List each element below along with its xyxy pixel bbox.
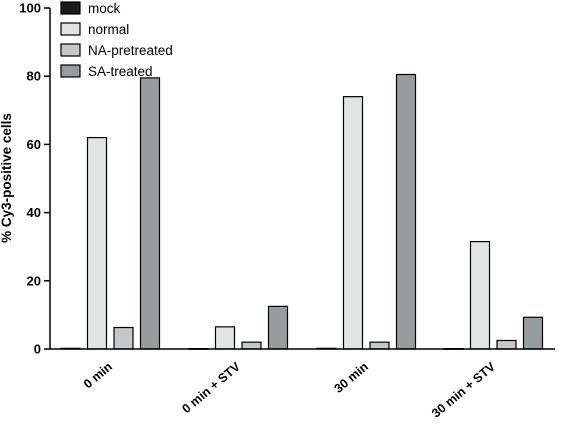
y-tick-label: 20 bbox=[27, 273, 41, 288]
bars bbox=[60, 73, 544, 350]
legend-label: NA-pretreated bbox=[88, 43, 173, 58]
bar-na-pretreated-3 bbox=[369, 341, 390, 350]
bar-normal-4 bbox=[469, 240, 491, 350]
y-tick-label: 60 bbox=[27, 137, 41, 152]
bar-na-pretreated-4 bbox=[496, 339, 517, 350]
x-tick-label: 0 min bbox=[81, 360, 115, 392]
legend-label: normal bbox=[88, 22, 129, 37]
x-tick-label: 30 min + STV bbox=[429, 359, 498, 420]
legend-label: mock bbox=[88, 1, 121, 16]
legend-swatch bbox=[60, 43, 81, 57]
bar-sa-treated-4 bbox=[522, 316, 544, 350]
y-axis-title: % Cy3-positive cells bbox=[0, 113, 14, 243]
y-tick-label: 40 bbox=[27, 205, 41, 220]
legend-swatch bbox=[60, 22, 81, 36]
legend: mock normal NA-pretreated SA-treated bbox=[60, 1, 173, 79]
bar-na-pretreated-1 bbox=[113, 326, 134, 350]
y-tick-label: 0 bbox=[34, 342, 41, 357]
y-tick-label: 100 bbox=[19, 1, 41, 16]
bar-na-pretreated-2 bbox=[241, 341, 262, 350]
y-tick-label: 80 bbox=[27, 69, 41, 84]
bar-normal-2 bbox=[214, 326, 236, 350]
x-tick-label: 30 min bbox=[332, 360, 371, 396]
bar-normal-3 bbox=[342, 96, 364, 350]
bar-normal-1 bbox=[86, 136, 108, 350]
bar-sa-treated-2 bbox=[267, 305, 289, 350]
legend-swatch bbox=[60, 1, 81, 15]
y-axis: 0 20 40 60 80 100 bbox=[19, 1, 51, 357]
bar-sa-treated-1 bbox=[139, 77, 161, 350]
legend-label: SA-treated bbox=[88, 64, 153, 79]
x-tick-label: 0 min + STV bbox=[179, 359, 243, 416]
x-axis: 0 min 0 min + STV 30 min 30 min + STV bbox=[50, 348, 555, 421]
bar-sa-treated-3 bbox=[395, 73, 417, 350]
legend-swatch bbox=[60, 64, 81, 78]
